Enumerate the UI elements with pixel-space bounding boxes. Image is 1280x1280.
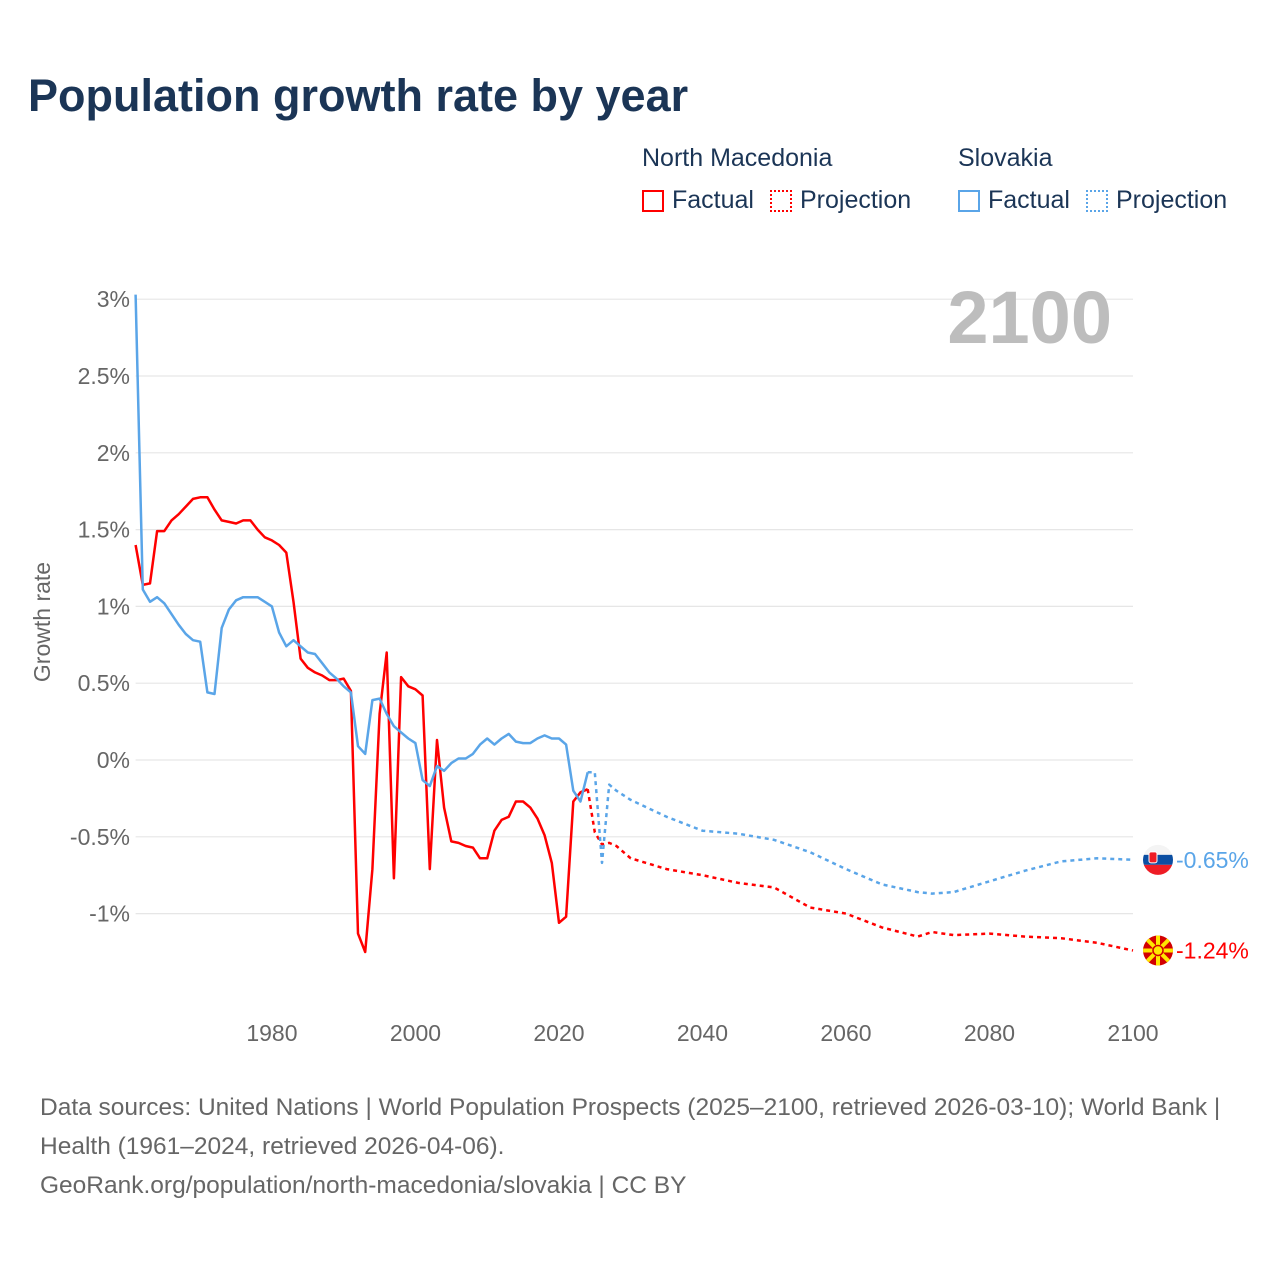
x-tick-label: 2080 xyxy=(964,1020,1015,1046)
north-macedonia-factual-line xyxy=(134,496,589,954)
legend-north-macedonia: North Macedonia Factual Projection xyxy=(642,144,927,215)
legend-label: Projection xyxy=(1115,186,1228,214)
legend-item-factual[interactable]: Factual xyxy=(958,186,1070,215)
legend-group-title: Slovakia xyxy=(958,144,1053,172)
y-tick-label: 2% xyxy=(97,440,130,466)
slovakia-projection-line xyxy=(587,771,1134,895)
legend-label: Factual xyxy=(988,186,1070,214)
solid-swatch-icon xyxy=(642,189,664,212)
chart-plot: 3% 2.5% 2% 1.5% 1% 0.5% 0% -0.5% -1% 1980 2000 2020… xyxy=(29,276,1249,1046)
legend-group-title: North Macedonia xyxy=(642,144,833,172)
slovakia-flag-icon xyxy=(1143,844,1173,875)
end-value-label: -1.24% xyxy=(1176,937,1249,963)
x-tick-label: 2040 xyxy=(677,1020,728,1046)
legend-item-factual[interactable]: Factual xyxy=(642,186,754,215)
legend-label: Projection xyxy=(799,186,912,214)
legend-slovakia: Slovakia Factual Projection xyxy=(958,144,1243,215)
end-value-label: -0.65% xyxy=(1176,847,1249,873)
y-axis-label: Growth rate xyxy=(29,562,55,682)
y-tick-label: 0% xyxy=(97,747,130,773)
legend-label: Factual xyxy=(672,186,754,214)
x-tick-label: 2000 xyxy=(390,1020,441,1046)
x-tick-label: 2060 xyxy=(820,1020,871,1046)
y-tick-label: -0.5% xyxy=(70,824,130,850)
y-tick-label: 3% xyxy=(97,286,130,312)
y-tick-label: -1% xyxy=(89,901,130,927)
solid-swatch-icon xyxy=(958,189,980,212)
data-sources: Data sources: United Nations | World Pop… xyxy=(40,1094,1221,1160)
dotted-swatch-icon xyxy=(1085,189,1108,212)
y-tick-label: 1% xyxy=(97,593,130,619)
source-link[interactable]: GeoRank.org/population/north-macedonia/s… xyxy=(40,1172,687,1199)
x-tick-label: 2020 xyxy=(533,1020,584,1046)
x-tick-label: 2100 xyxy=(1107,1020,1158,1046)
dotted-swatch-icon xyxy=(769,189,792,212)
year-display: 2100 xyxy=(947,276,1112,359)
y-tick-label: 0.5% xyxy=(78,670,130,696)
x-tick-label: 1980 xyxy=(246,1020,297,1046)
chart-title: Population growth rate by year xyxy=(28,70,689,121)
north-macedonia-flag-icon xyxy=(1143,935,1173,966)
north-macedonia-projection-line xyxy=(586,788,1134,952)
legend-item-projection[interactable]: Projection xyxy=(1085,186,1228,215)
y-tick-label: 2.5% xyxy=(78,363,130,389)
legend-item-projection[interactable]: Projection xyxy=(769,186,912,215)
footer: Data sources: United Nations | World Pop… xyxy=(40,1088,1240,1205)
y-tick-label: 1.5% xyxy=(78,517,130,543)
slovakia-factual-line xyxy=(134,294,589,803)
